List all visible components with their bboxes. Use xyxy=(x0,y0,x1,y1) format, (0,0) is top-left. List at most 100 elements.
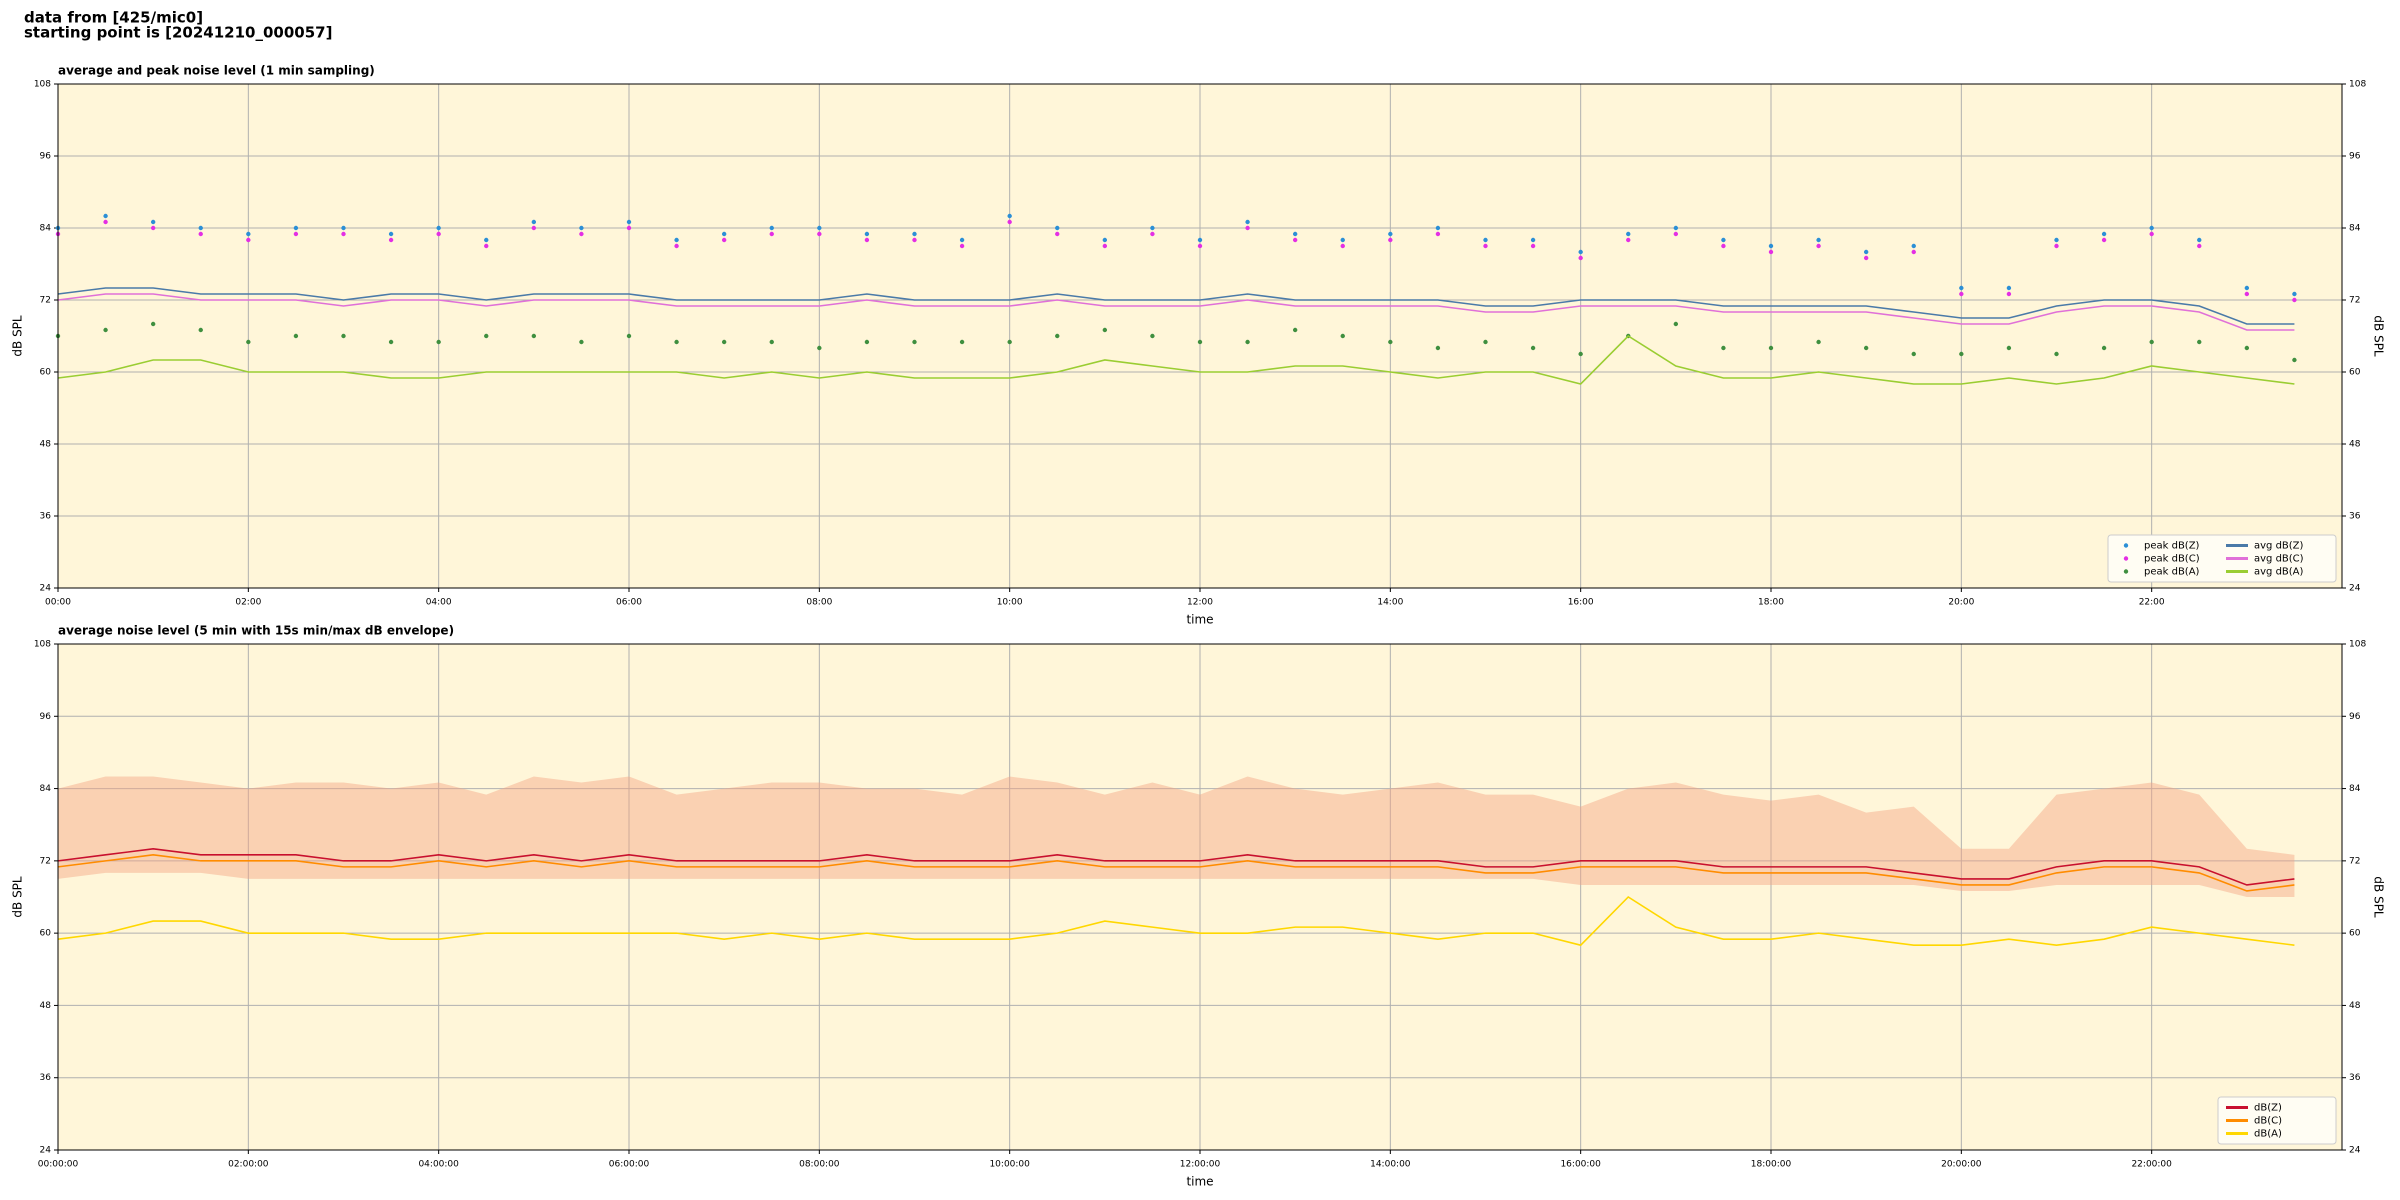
x-tick-label: 10:00:00 xyxy=(989,1160,1030,1170)
chart-title: average noise level (5 min with 15s min/… xyxy=(58,624,454,638)
peak-dot xyxy=(1768,249,1774,255)
y-tick-label: 84 xyxy=(2349,784,2361,794)
peak-dot xyxy=(436,231,441,237)
legend-label: avg dB(C) xyxy=(2254,554,2304,565)
peak-dot xyxy=(959,237,965,243)
y-tick-label: 84 xyxy=(40,224,52,234)
y-tick-label: 60 xyxy=(2349,929,2361,939)
legend-label: avg dB(A) xyxy=(2254,567,2304,578)
peak-dot xyxy=(150,225,156,231)
peak-dot xyxy=(1959,291,1964,297)
y-axis-label: dB SPL xyxy=(11,876,25,918)
y-tick-label: 36 xyxy=(40,512,52,522)
peak-dot xyxy=(1863,345,1869,351)
peak-dot xyxy=(1197,339,1203,345)
peak-dot xyxy=(484,243,489,249)
peak-dot xyxy=(2006,285,2012,291)
peak-dot xyxy=(579,225,584,231)
y-tick-label: 24 xyxy=(40,1146,52,1156)
peak-dot xyxy=(2149,339,2154,345)
y-tick-label: 108 xyxy=(2349,80,2366,90)
peak-dot xyxy=(959,243,965,249)
peak-dot xyxy=(912,339,917,345)
peak-dot xyxy=(198,327,203,333)
peak-dot xyxy=(1055,231,1060,237)
peak-dot xyxy=(912,237,917,243)
peak-dot xyxy=(864,231,870,237)
peak-dot xyxy=(1816,339,1821,345)
peak-dot xyxy=(1292,231,1298,237)
peak-dot xyxy=(2292,291,2297,297)
header-line: starting point is [20241210_000057] xyxy=(24,24,332,42)
y-tick-label: 72 xyxy=(40,856,51,866)
y-tick-label: 96 xyxy=(40,152,52,162)
peak-dot xyxy=(1816,243,1821,249)
peak-dot xyxy=(1721,345,1726,351)
peak-dot xyxy=(2197,243,2202,249)
y-tick-label: 96 xyxy=(2349,152,2361,162)
peak-dot xyxy=(769,231,774,237)
peak-dot xyxy=(1768,345,1774,351)
peak-dot xyxy=(1578,351,1583,357)
peak-dot xyxy=(2006,345,2012,351)
peak-dot xyxy=(1530,345,1536,351)
y-tick-label: 60 xyxy=(40,368,52,378)
peak-dot xyxy=(2054,237,2059,243)
peak-dot xyxy=(1435,225,1441,231)
peak-dot xyxy=(2244,345,2250,351)
peak-dot xyxy=(484,237,489,243)
x-tick-label: 16:00 xyxy=(1568,598,1594,608)
peak-dot xyxy=(769,225,774,231)
peak-dot xyxy=(1055,225,1060,231)
plot-frame xyxy=(57,83,2343,589)
peak-dot xyxy=(1055,333,1060,339)
y-tick-label: 48 xyxy=(40,440,52,450)
x-tick-label: 18:00 xyxy=(1758,598,1784,608)
peak-dot xyxy=(150,219,156,225)
peak-dot xyxy=(1911,243,1916,249)
x-tick-label: 02:00 xyxy=(235,598,261,608)
series-line xyxy=(57,293,2295,331)
x-tick-label: 22:00:00 xyxy=(2131,1160,2172,1170)
peak-dot xyxy=(1388,339,1393,345)
y-tick-label: 96 xyxy=(40,712,52,722)
peak-dot xyxy=(103,213,108,219)
peak-dot xyxy=(959,339,965,345)
y-tick-label: 84 xyxy=(2349,224,2361,234)
peak-dot xyxy=(579,231,584,237)
peak-dot xyxy=(341,231,346,237)
peak-dot xyxy=(1340,333,1345,339)
y-tick-label: 108 xyxy=(34,640,51,650)
peak-dot xyxy=(1007,219,1012,225)
peak-dot xyxy=(1863,255,1869,261)
peak-dot xyxy=(436,225,441,231)
x-axis-label: time xyxy=(1186,613,1213,627)
peak-dot xyxy=(1673,231,1679,237)
peak-dot xyxy=(1340,243,1345,249)
peak-dot xyxy=(626,333,632,339)
peak-dot xyxy=(388,339,394,345)
legend-label: peak dB(Z) xyxy=(2144,541,2200,552)
peak-dot xyxy=(388,237,394,243)
peak-dot xyxy=(2149,231,2154,237)
peak-dot xyxy=(721,339,727,345)
y-tick-label: 60 xyxy=(40,929,52,939)
x-tick-label: 20:00 xyxy=(1948,598,1974,608)
x-tick-label: 00:00:00 xyxy=(38,1160,79,1170)
peak-dot xyxy=(246,231,251,237)
legend-label: peak dB(A) xyxy=(2144,567,2200,578)
x-axis-label: time xyxy=(1186,1175,1213,1189)
peak-dot xyxy=(1721,243,1726,249)
peak-dot xyxy=(2197,237,2202,243)
peak-dot xyxy=(246,237,251,243)
peak-dot xyxy=(2244,291,2250,297)
peak-dot xyxy=(1102,243,1108,249)
y-tick-label: 36 xyxy=(2349,512,2361,522)
peak-dot xyxy=(2101,345,2107,351)
peak-dot xyxy=(817,225,822,231)
peak-dot xyxy=(293,225,299,231)
peak-dot xyxy=(2054,351,2059,357)
peak-dot xyxy=(1578,255,1583,261)
peak-dot xyxy=(626,225,632,231)
y-tick-label: 48 xyxy=(40,1001,52,1011)
